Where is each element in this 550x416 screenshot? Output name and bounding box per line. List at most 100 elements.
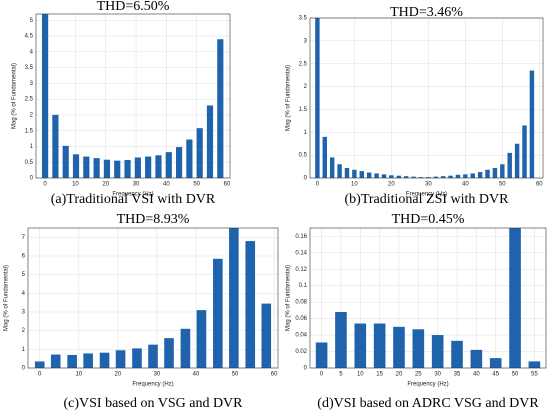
- bar: [93, 158, 100, 178]
- bar: [165, 152, 172, 178]
- bar: [500, 164, 505, 178]
- bar: [180, 328, 191, 368]
- bar: [62, 145, 69, 178]
- bar: [426, 177, 431, 178]
- bar: [396, 175, 401, 178]
- bar: [329, 157, 335, 178]
- x-tick-label: 50: [499, 182, 506, 188]
- x-tick-label: 40: [462, 182, 469, 188]
- y-tick-label: 1.5: [299, 107, 308, 113]
- bar: [322, 136, 328, 178]
- y-tick-label: 0.06: [295, 316, 307, 322]
- chart-title: THD=0.45%: [392, 212, 465, 227]
- y-tick-label: 2: [22, 328, 26, 334]
- x-tick-label: 10: [75, 372, 82, 378]
- x-tick-label: 10: [72, 182, 79, 188]
- bar: [196, 128, 203, 178]
- y-tick-label: 0.08: [295, 300, 307, 306]
- bar: [431, 335, 444, 368]
- bar: [115, 350, 126, 368]
- x-axis-label: Frequency (Hz): [112, 192, 153, 198]
- y-tick-label: 3: [304, 38, 308, 44]
- plot-frame: [27, 227, 279, 369]
- x-axis-label: Frequency (Hz): [132, 382, 173, 388]
- bar: [492, 167, 498, 178]
- x-tick-label: 30: [434, 372, 441, 378]
- bar: [134, 157, 141, 178]
- bar: [164, 338, 174, 368]
- bars: [315, 228, 541, 368]
- x-tick-label: 20: [115, 372, 122, 378]
- bar: [344, 167, 350, 178]
- y-tick-label: 4: [22, 291, 26, 297]
- bar: [411, 176, 416, 178]
- bar: [132, 348, 142, 368]
- x-tick-label: 60: [536, 182, 543, 188]
- bar: [463, 174, 468, 178]
- bar: [389, 175, 394, 178]
- y-axis-label: Mag (% of Fundamental): [286, 265, 292, 331]
- y-tick-label: 1: [22, 347, 26, 353]
- y-tick-label: 0: [304, 176, 308, 182]
- x-tick-label: 20: [396, 372, 403, 378]
- bar: [470, 349, 483, 368]
- bar: [72, 154, 80, 178]
- bar: [373, 323, 386, 368]
- bar: [315, 342, 328, 368]
- bar: [455, 174, 461, 178]
- y-axis-label: Mag (% of Fundamental): [4, 265, 10, 331]
- y-tick-label: 0: [30, 176, 34, 182]
- bar: [124, 160, 131, 178]
- bar: [99, 352, 110, 368]
- x-tick-label: 30: [133, 182, 140, 188]
- bar: [354, 323, 367, 368]
- bar: [148, 344, 158, 368]
- caption: (c)VSI based on VSG and DVR: [64, 396, 244, 411]
- bar: [196, 310, 207, 368]
- plot-frame: [35, 13, 231, 179]
- y-tick-label: 3: [30, 81, 34, 87]
- caption: (d)VSI based on ADRC VSG and DVR: [317, 396, 539, 411]
- bar: [145, 156, 152, 178]
- bar: [433, 176, 438, 178]
- x-tick-label: 40: [193, 372, 200, 378]
- bar: [440, 176, 446, 178]
- bar: [206, 105, 214, 178]
- bar: [412, 329, 425, 368]
- x-tick-label: 55: [531, 372, 538, 378]
- bar: [359, 171, 364, 178]
- y-tick-label: 1: [304, 130, 308, 136]
- y-tick-label: 2.5: [25, 97, 34, 103]
- y-tick-label: 1: [30, 144, 34, 150]
- bars: [34, 228, 272, 368]
- y-tick-label: 0.12: [295, 267, 307, 273]
- bar: [489, 358, 502, 368]
- x-tick-label: 30: [154, 372, 161, 378]
- bar: [175, 147, 183, 178]
- y-tick-label: 3: [22, 310, 26, 316]
- bar: [261, 303, 272, 368]
- y-tick-label: 0.14: [295, 250, 307, 256]
- y-axis-label: Mag (% of Fundamental): [12, 63, 18, 129]
- bar: [509, 228, 521, 368]
- caption: (b)Traditional ZSI with DVR: [345, 192, 510, 207]
- bar: [83, 156, 90, 178]
- bar: [83, 353, 93, 368]
- bar: [229, 228, 239, 368]
- bar: [50, 354, 61, 368]
- bar: [67, 354, 77, 368]
- y-tick-label: 4: [30, 49, 34, 55]
- y-tick-label: 2.5: [299, 61, 308, 67]
- y-tick-label: 0: [304, 366, 308, 372]
- x-tick-label: 50: [512, 372, 519, 378]
- y-tick-label: 7: [22, 235, 26, 241]
- bar: [217, 39, 224, 178]
- bars: [42, 14, 224, 178]
- x-tick-label: 0: [43, 182, 47, 188]
- bar: [403, 176, 409, 178]
- y-tick-label: 3.5: [299, 16, 308, 22]
- bar: [418, 177, 424, 178]
- plot-frame: [309, 17, 544, 179]
- bar: [42, 14, 49, 178]
